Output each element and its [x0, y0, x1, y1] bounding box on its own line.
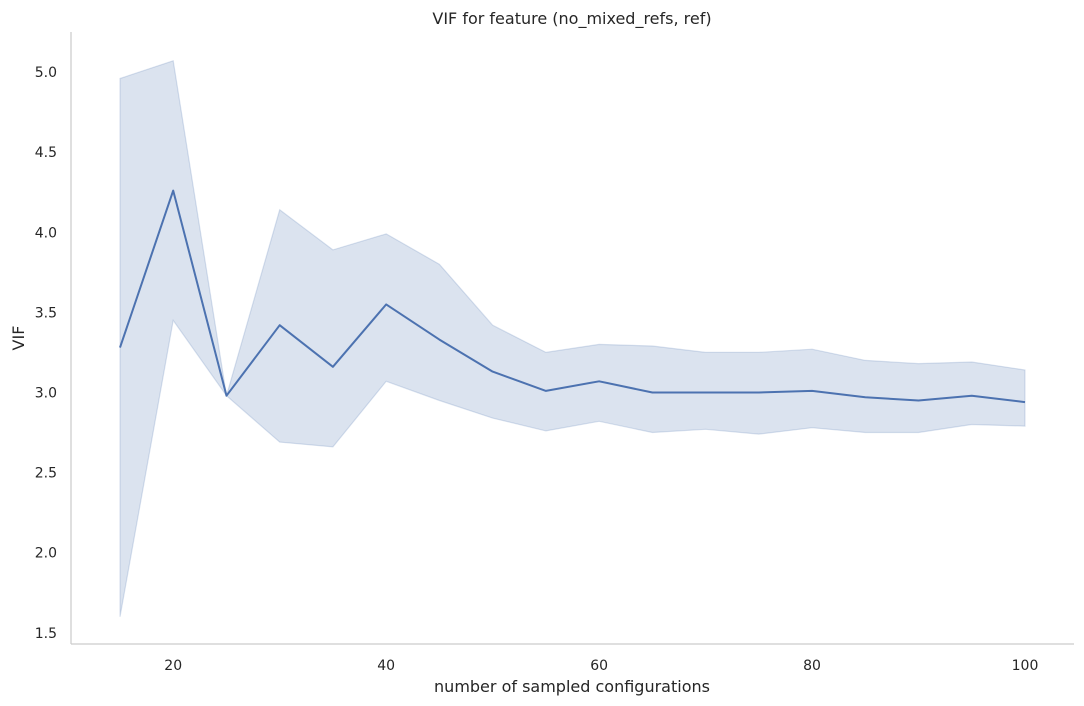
y-tick-label: 4.5 — [35, 145, 57, 161]
y-axis-ticks: 1.5 2.0 2.5 3.0 3.5 4.0 4.5 5.0 — [35, 65, 57, 642]
x-axis-label: number of sampled configurations — [434, 677, 710, 696]
y-tick-label: 2.5 — [35, 466, 57, 482]
y-tick-label: 4.0 — [35, 225, 57, 241]
y-tick-label: 3.0 — [35, 385, 57, 401]
y-tick-label: 2.0 — [35, 546, 57, 562]
plot-area — [119, 60, 1026, 617]
y-tick-label: 5.0 — [35, 65, 57, 81]
x-axis-ticks: 20 40 60 80 100 — [164, 658, 1038, 674]
x-tick-label: 60 — [590, 658, 608, 674]
mean-line — [119, 189, 1026, 404]
confidence-band — [119, 60, 1026, 617]
y-tick-label: 3.5 — [35, 305, 57, 321]
y-axis-label: VIF — [9, 326, 28, 351]
y-tick-label: 1.5 — [35, 626, 57, 642]
x-tick-label: 20 — [164, 658, 182, 674]
x-tick-label: 40 — [377, 658, 395, 674]
x-tick-label: 100 — [1012, 658, 1039, 674]
chart-title: VIF for feature (no_mixed_refs, ref) — [432, 9, 711, 29]
x-tick-label: 80 — [803, 658, 821, 674]
